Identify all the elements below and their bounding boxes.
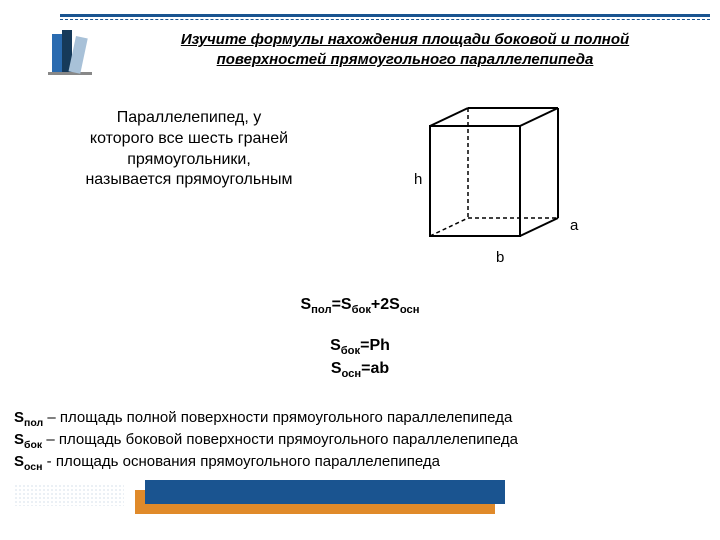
title-line1: Изучите формулы нахождения площади боков… — [181, 31, 629, 48]
footer-dots — [14, 484, 124, 506]
slide-title: Изучите формулы нахождения площади боков… — [120, 30, 690, 71]
legend-row-bok: Sбок – площадь боковой поверхности прямо… — [14, 430, 706, 452]
formula-total: Sпол=Sбок+2Sосн — [0, 296, 720, 316]
legend-row-pol: Sпол – площадь полной поверхности прямоу… — [14, 408, 706, 430]
footer-decoration — [0, 490, 720, 528]
label-b: b — [496, 249, 504, 266]
definition-text: Параллелепипед, у которого все шесть гра… — [84, 108, 294, 191]
label-h: h — [414, 171, 422, 188]
books-icon — [42, 26, 98, 80]
header-rule — [60, 14, 710, 17]
formula-parts: Sбок=Ph Sосн=ab — [0, 336, 720, 382]
parallelepiped-figure: h a b — [400, 104, 600, 264]
label-a: a — [570, 217, 579, 234]
legend-row-osn: Sосн - площадь основания прямоугольного … — [14, 452, 706, 474]
legend-block: Sпол – площадь полной поверхности прямоу… — [14, 408, 706, 475]
title-line2: поверхностей прямоугольного параллелепип… — [217, 51, 594, 68]
formula-base: Sосн=ab — [0, 359, 720, 382]
formula-lateral: Sбок=Ph — [0, 336, 720, 359]
footer-bar-blue — [145, 480, 505, 504]
